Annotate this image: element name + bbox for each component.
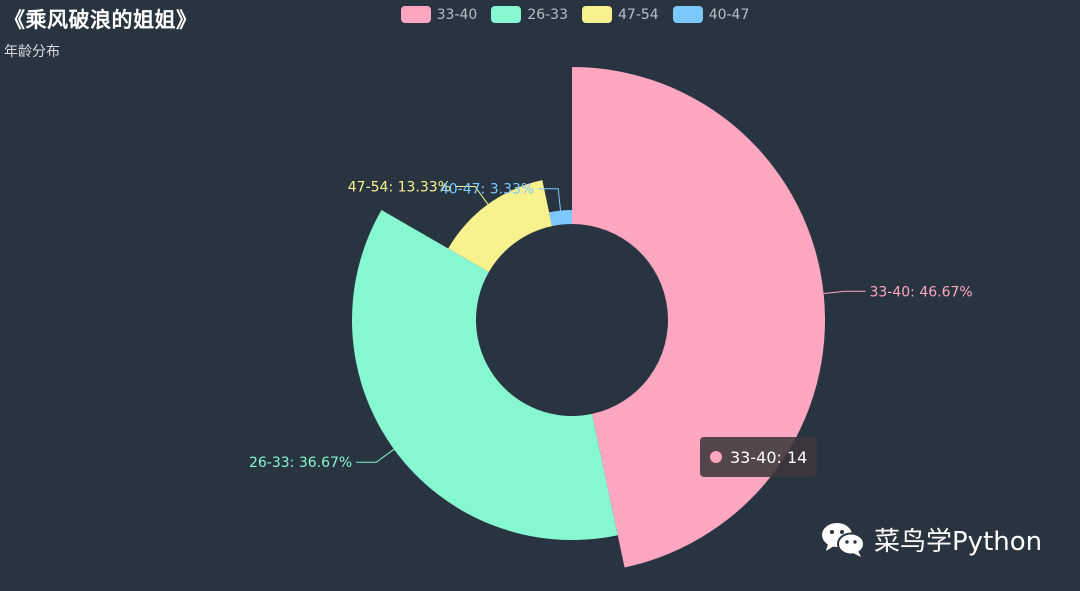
slice-33-40[interactable] <box>572 67 826 568</box>
slice-47-54[interactable] <box>448 180 553 272</box>
legend-swatch <box>582 6 612 23</box>
label-line-40-47 <box>538 188 561 211</box>
legend-label: 33-40 <box>436 6 478 23</box>
tooltip-dot <box>710 451 722 463</box>
slice-label-47-54: 47-54: 13.33% <box>348 180 451 196</box>
legend-item-40-47[interactable]: 40-47 <box>672 6 750 23</box>
slice-26-33[interactable] <box>352 210 618 540</box>
slice-40-47[interactable] <box>549 210 572 227</box>
chart-title: 《乘风破浪的姐姐》 <box>4 8 198 32</box>
watermark: 菜鸟学Python <box>820 520 1042 558</box>
chart-subtitle: 年龄分布 <box>4 44 60 60</box>
label-line-26-33 <box>356 448 395 463</box>
legend-swatch <box>491 6 522 23</box>
slice-label-40-47: 40-47: 3.33% <box>440 182 534 198</box>
watermark-text: 菜鸟学Python <box>874 526 1043 557</box>
legend-item-47-54[interactable]: 47-54 <box>582 6 659 23</box>
legend-label: 47-54 <box>618 6 659 23</box>
legend-item-33-40[interactable]: 33-40 <box>400 6 478 23</box>
legend-swatch <box>672 6 703 23</box>
legend-item-26-33[interactable]: 26-33 <box>491 6 568 23</box>
label-line-33-40 <box>823 290 866 295</box>
legend-label: 26-33 <box>527 6 568 23</box>
tooltip-label: 33-40: 14 <box>730 447 808 467</box>
wechat-icon <box>822 523 865 557</box>
slice-label-26-33: 26-33: 36.67% <box>249 455 352 471</box>
legend: 33-40 26-33 47-54 40-47 <box>0 6 1080 23</box>
legend-swatch <box>400 6 431 23</box>
label-line-47-54 <box>455 186 489 205</box>
tooltip: 33-40: 14 <box>700 437 818 477</box>
slice-label-33-40: 33-40: 46.67% <box>869 284 972 300</box>
legend-label: 40-47 <box>708 6 750 23</box>
